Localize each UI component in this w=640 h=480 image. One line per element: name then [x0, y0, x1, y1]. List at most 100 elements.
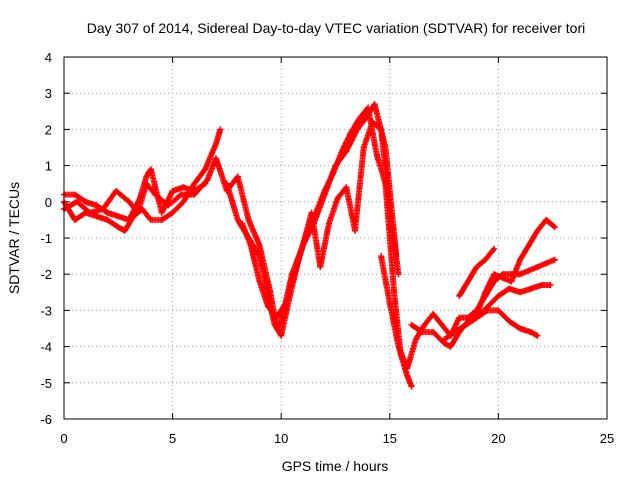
data-point: [339, 148, 346, 155]
data-point: [71, 216, 78, 223]
data-point: [551, 224, 558, 231]
data-point: [547, 282, 554, 289]
data-point: [330, 169, 337, 176]
data-point: [438, 321, 445, 328]
data-point: [202, 166, 209, 173]
data-point: [538, 282, 545, 289]
data-point: [495, 292, 502, 299]
data-point: [213, 140, 220, 147]
data-point: [543, 260, 550, 267]
data-point: [527, 285, 534, 292]
data-point: [93, 202, 100, 209]
data-point: [115, 213, 122, 220]
data-point: [517, 289, 524, 296]
x-tick-label: 5: [169, 431, 176, 446]
data-point: [482, 256, 489, 263]
data-point: [347, 130, 354, 137]
data-point: [143, 180, 150, 187]
data-point: [325, 220, 332, 227]
data-point: [369, 119, 376, 126]
data-point: [408, 383, 415, 390]
series-arc-7: [408, 216, 558, 350]
data-point: [256, 253, 263, 260]
data-point: [506, 285, 513, 292]
x-tick-label: 25: [600, 431, 614, 446]
data-point: [430, 329, 437, 336]
data-point: [291, 271, 298, 278]
data-point: [499, 274, 506, 281]
series-arc-6: [378, 253, 558, 372]
data-point: [473, 263, 480, 270]
data-point: [115, 224, 122, 231]
series-arc-5: [239, 119, 402, 321]
data-point: [265, 303, 272, 310]
data-point: [158, 216, 165, 223]
y-axis-label: SDTVAR / TECUs: [6, 182, 22, 294]
data-point: [158, 209, 165, 216]
data-point: [169, 187, 176, 194]
data-point: [365, 104, 372, 111]
data-point: [430, 311, 437, 318]
series-markers: [61, 126, 224, 234]
data-point: [517, 271, 524, 278]
plot-frame: [63, 56, 608, 420]
data-point: [152, 191, 159, 198]
data-point: [247, 242, 254, 249]
data-point: [178, 191, 185, 198]
data-point: [191, 191, 198, 198]
data-point: [180, 198, 187, 205]
data-point: [378, 126, 385, 133]
data-point: [352, 227, 359, 234]
series-markers: [408, 216, 558, 350]
data-point: [143, 173, 150, 180]
data-point: [278, 332, 285, 339]
y-tick-label: -1: [40, 231, 52, 246]
data-point: [371, 101, 378, 108]
data-point: [517, 256, 524, 263]
data-point: [271, 321, 278, 328]
series-arc-1: [61, 126, 224, 234]
y-tick-label: -3: [40, 303, 52, 318]
data-point: [421, 321, 428, 328]
data-point: [534, 227, 541, 234]
data-point: [334, 195, 341, 202]
data-point: [213, 155, 220, 162]
chart-title: Day 307 of 2014, Sidereal Day-to-day VTE…: [87, 20, 586, 36]
data-point: [517, 325, 524, 332]
data-point: [464, 278, 471, 285]
data-point: [508, 278, 515, 285]
data-point: [343, 184, 350, 191]
data-point: [180, 184, 187, 191]
data-point: [412, 336, 419, 343]
x-tick-label: 20: [491, 431, 505, 446]
data-point: [169, 209, 176, 216]
data-point: [299, 242, 306, 249]
data-point: [234, 173, 241, 180]
grid: [64, 57, 607, 419]
data-point: [74, 198, 81, 205]
data-point: [308, 209, 315, 216]
data-point: [191, 180, 198, 187]
data-point: [456, 314, 463, 321]
data-point: [373, 151, 380, 158]
x-tick-label: 10: [274, 431, 288, 446]
data-point: [441, 336, 448, 343]
y-tick-label: -5: [40, 376, 52, 391]
data-point: [282, 300, 289, 307]
y-tick-label: -4: [40, 340, 52, 355]
data-point: [223, 180, 230, 187]
y-tick-label: 0: [45, 195, 52, 210]
data-point: [462, 321, 469, 328]
data-point: [451, 329, 458, 336]
data-point: [386, 206, 393, 213]
data-point: [506, 318, 513, 325]
data-point: [204, 177, 211, 184]
data-point: [491, 245, 498, 252]
data-point: [543, 216, 550, 223]
data-point: [165, 202, 172, 209]
data-point: [482, 289, 489, 296]
data-point: [378, 253, 385, 260]
data-point: [408, 321, 415, 328]
data-point: [404, 372, 411, 379]
data-point: [395, 271, 402, 278]
